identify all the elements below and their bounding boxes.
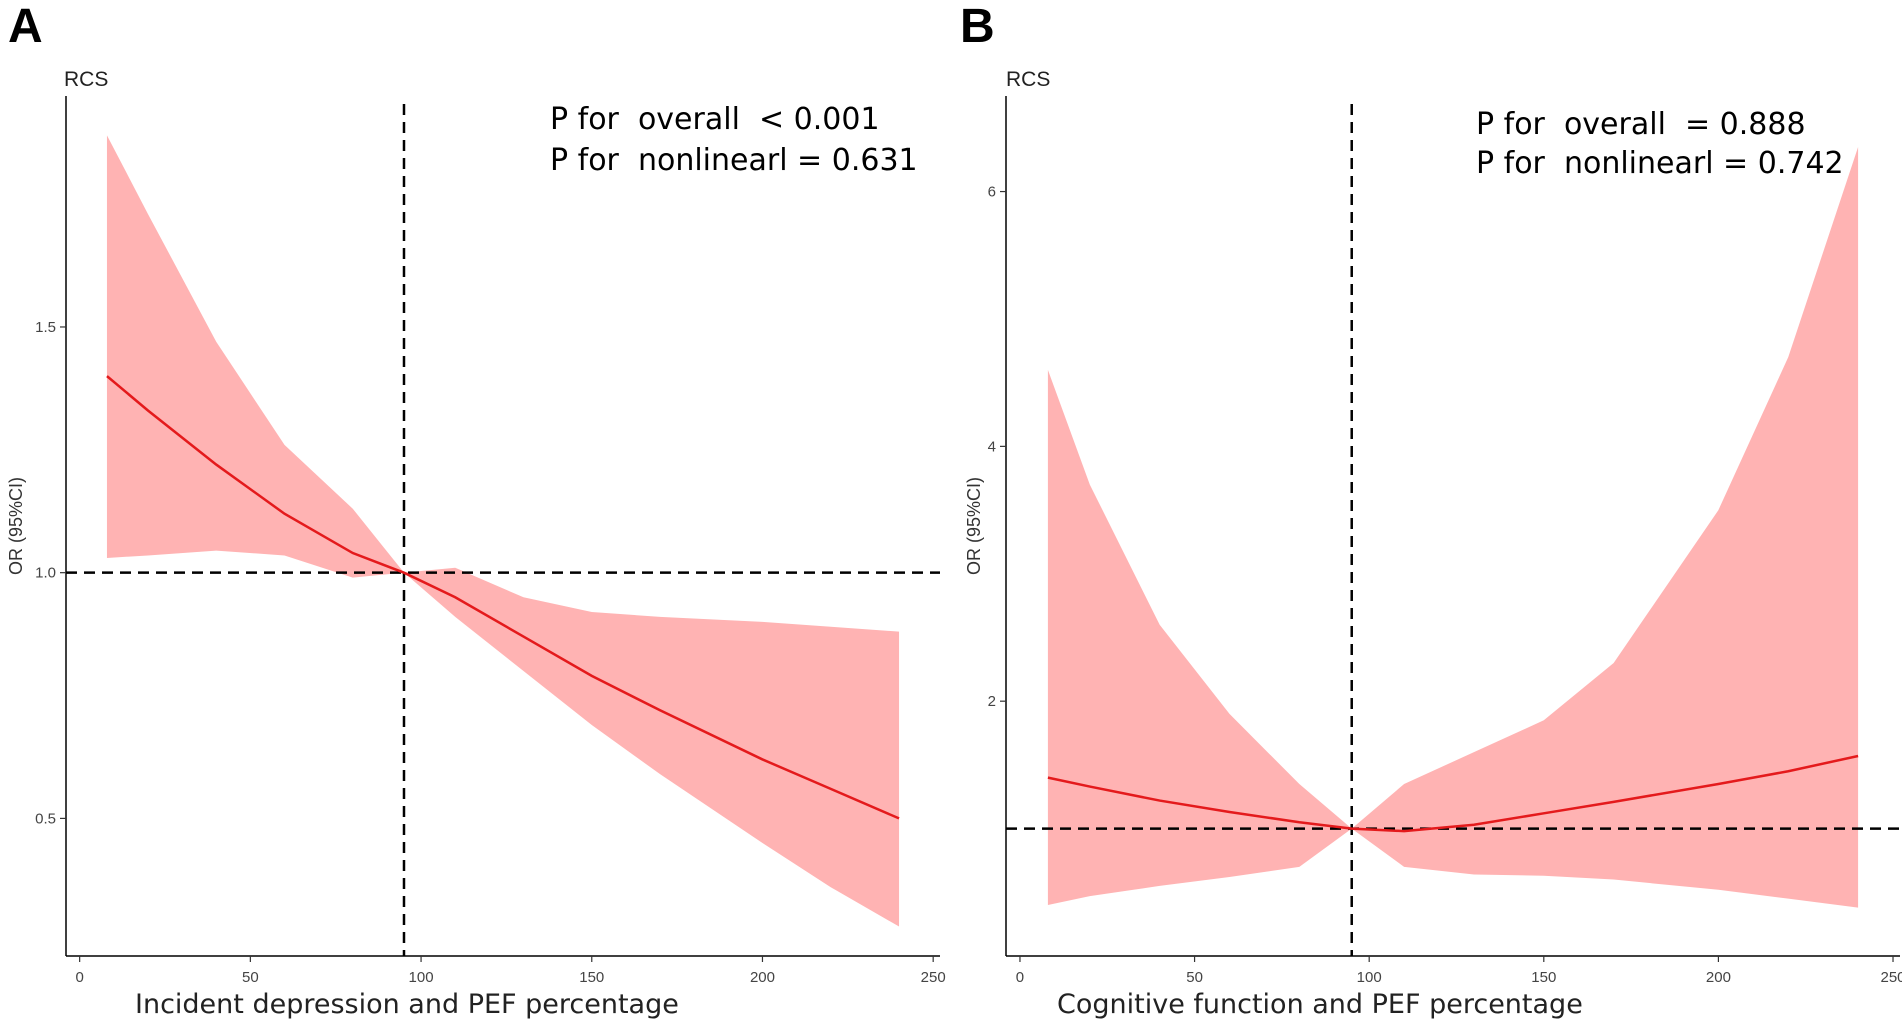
x-tick-label: 200	[750, 969, 775, 986]
p-value-annotation: P for nonlinearl = 0.742	[1476, 146, 1844, 181]
p-value-annotation: P for nonlinearl = 0.631	[550, 143, 918, 178]
x-axis-label: Cognitive function and PEF percentage	[1057, 989, 1583, 1020]
chart-title-b: RCS	[1006, 68, 1050, 91]
p-value-annotation: P for overall < 0.001	[550, 102, 880, 137]
y-tick-label: 0.5	[35, 810, 56, 827]
or-curve	[1047, 754, 1859, 833]
x-tick-label: 0	[75, 969, 83, 986]
x-tick-label: 200	[1706, 969, 1731, 986]
chart-title-a: RCS	[64, 68, 108, 91]
y-tick-label: 4	[988, 438, 996, 455]
y-tick-label: 6	[988, 184, 996, 201]
x-tick-label: 100	[1357, 969, 1382, 986]
y-tick-label: 1.0	[35, 565, 56, 582]
x-tick-label: 250	[921, 969, 946, 986]
panel-letter-a: A	[8, 0, 43, 53]
y-tick-label: 1.5	[35, 319, 56, 336]
panel-a: A RCS 0 50 100 150 200 250 0.5 1.0 1.5 OR (95%CI)…	[6, 0, 946, 1020]
x-tick-label: 150	[579, 969, 604, 986]
or-curve	[106, 375, 900, 820]
p-value-annotation: P for overall = 0.888	[1476, 107, 1806, 142]
x-tick-label: 250	[1881, 969, 1902, 986]
confidence-band	[1047, 146, 1859, 908]
y-axis-label: OR (95%CI)	[6, 477, 26, 575]
x-tick-label: 50	[242, 969, 259, 986]
x-tick-label: 50	[1186, 969, 1203, 986]
y-tick-label: 2	[988, 693, 996, 710]
x-tick-label: 150	[1531, 969, 1556, 986]
x-tick-label: 0	[1016, 969, 1024, 986]
panel-letter-b: B	[960, 0, 995, 53]
panel-b: B RCS 0 50 100 150 200 250 2 4 6 OR (95%CI) Cognit…	[960, 0, 1902, 1020]
confidence-band	[106, 135, 900, 927]
x-axis-label: Incident depression and PEF percentage	[135, 989, 679, 1020]
x-tick-label: 100	[409, 969, 434, 986]
y-axis-label: OR (95%CI)	[964, 477, 984, 575]
